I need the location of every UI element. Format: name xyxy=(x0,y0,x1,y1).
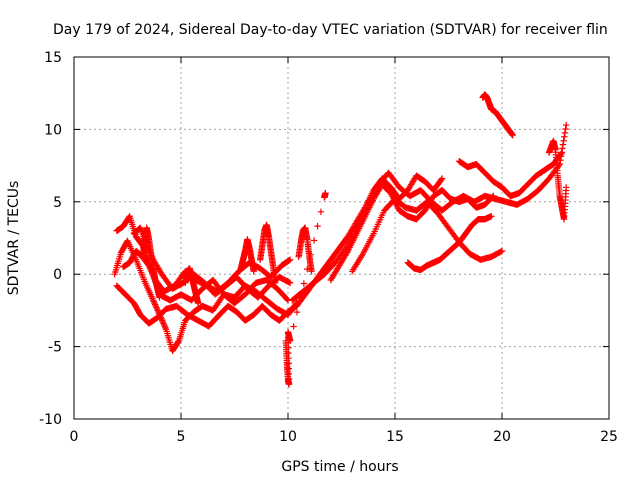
data-point xyxy=(290,323,297,330)
x-tick-label: 0 xyxy=(70,429,79,445)
data-point xyxy=(561,129,569,137)
data-point xyxy=(194,299,202,307)
data-point xyxy=(162,324,169,331)
data-point xyxy=(308,268,315,275)
series-track-h xyxy=(327,181,497,284)
data-point xyxy=(310,237,318,244)
data-point xyxy=(558,149,566,156)
data-point xyxy=(175,338,182,346)
data-point xyxy=(160,321,168,329)
axis-ticks: 0 5 10 15 20 25 -10 -5 0 5 10 15 xyxy=(39,50,618,445)
y-tick-label: 0 xyxy=(53,267,62,283)
data-point xyxy=(498,247,506,255)
data-point xyxy=(300,280,308,287)
data-point xyxy=(283,295,291,303)
data-point xyxy=(161,323,168,330)
data-point xyxy=(156,294,163,301)
grid xyxy=(74,57,609,419)
y-axis-title: SDTVAR / TECUs xyxy=(6,181,22,296)
y-tick-label: -5 xyxy=(48,340,62,356)
series-track-j xyxy=(404,213,495,274)
x-tick-label: 15 xyxy=(386,429,404,445)
y-tick-label: -10 xyxy=(39,412,62,428)
series-spike-a xyxy=(139,224,163,301)
data-point xyxy=(490,192,497,200)
data-point xyxy=(509,131,516,139)
plot-frame xyxy=(73,56,610,420)
data-point xyxy=(151,299,158,307)
x-tick-label: 5 xyxy=(177,429,186,445)
series-track-i xyxy=(349,195,506,275)
data-point xyxy=(286,256,294,263)
data-point xyxy=(304,265,311,273)
chart-title: Day 179 of 2024, Sidereal Day-to-day VTE… xyxy=(53,22,608,38)
data-point xyxy=(152,302,159,310)
data-point xyxy=(317,208,325,215)
data-point xyxy=(438,175,446,182)
data-point xyxy=(154,307,161,314)
y-tick-label: 15 xyxy=(44,50,62,66)
data-points xyxy=(111,91,570,388)
data-point xyxy=(556,160,563,168)
data-point xyxy=(557,150,565,157)
data-point xyxy=(153,305,161,313)
series-track-l xyxy=(479,91,516,139)
data-point xyxy=(151,301,159,308)
x-axis-title: GPS time / hours xyxy=(281,459,398,475)
data-point xyxy=(489,193,496,201)
data-point xyxy=(158,317,166,324)
data-point xyxy=(563,184,570,191)
data-point xyxy=(322,189,329,197)
data-point xyxy=(150,298,158,305)
data-point xyxy=(314,222,321,230)
series-spike-c xyxy=(237,236,257,275)
data-point xyxy=(488,213,495,220)
series-track-m xyxy=(545,137,570,223)
data-point xyxy=(293,308,301,316)
data-point xyxy=(271,279,279,287)
data-point xyxy=(561,133,568,140)
data-point xyxy=(559,141,567,148)
data-point xyxy=(250,268,257,275)
y-tick-label: 5 xyxy=(53,195,62,211)
data-point xyxy=(149,297,157,304)
x-tick-label: 25 xyxy=(600,429,618,445)
data-point xyxy=(286,279,294,287)
data-point xyxy=(438,176,445,183)
x-tick-label: 10 xyxy=(279,429,297,445)
y-tick-label: 10 xyxy=(44,122,62,138)
series-spike-e xyxy=(295,224,315,275)
series-spike-d xyxy=(256,221,279,287)
series-track-e xyxy=(130,224,294,301)
x-tick-label: 20 xyxy=(493,429,511,445)
series-track-k xyxy=(456,149,566,200)
data-point xyxy=(286,337,294,345)
series-outliers xyxy=(282,189,329,388)
data-point xyxy=(153,304,160,311)
series-track-c xyxy=(113,282,292,330)
data-point xyxy=(562,125,569,133)
data-point xyxy=(307,251,314,258)
data-point xyxy=(560,137,567,144)
series-spike-b xyxy=(182,265,202,307)
data-point xyxy=(563,121,570,129)
data-point xyxy=(159,318,167,326)
series-track-g xyxy=(289,121,570,304)
data-point xyxy=(160,320,167,327)
